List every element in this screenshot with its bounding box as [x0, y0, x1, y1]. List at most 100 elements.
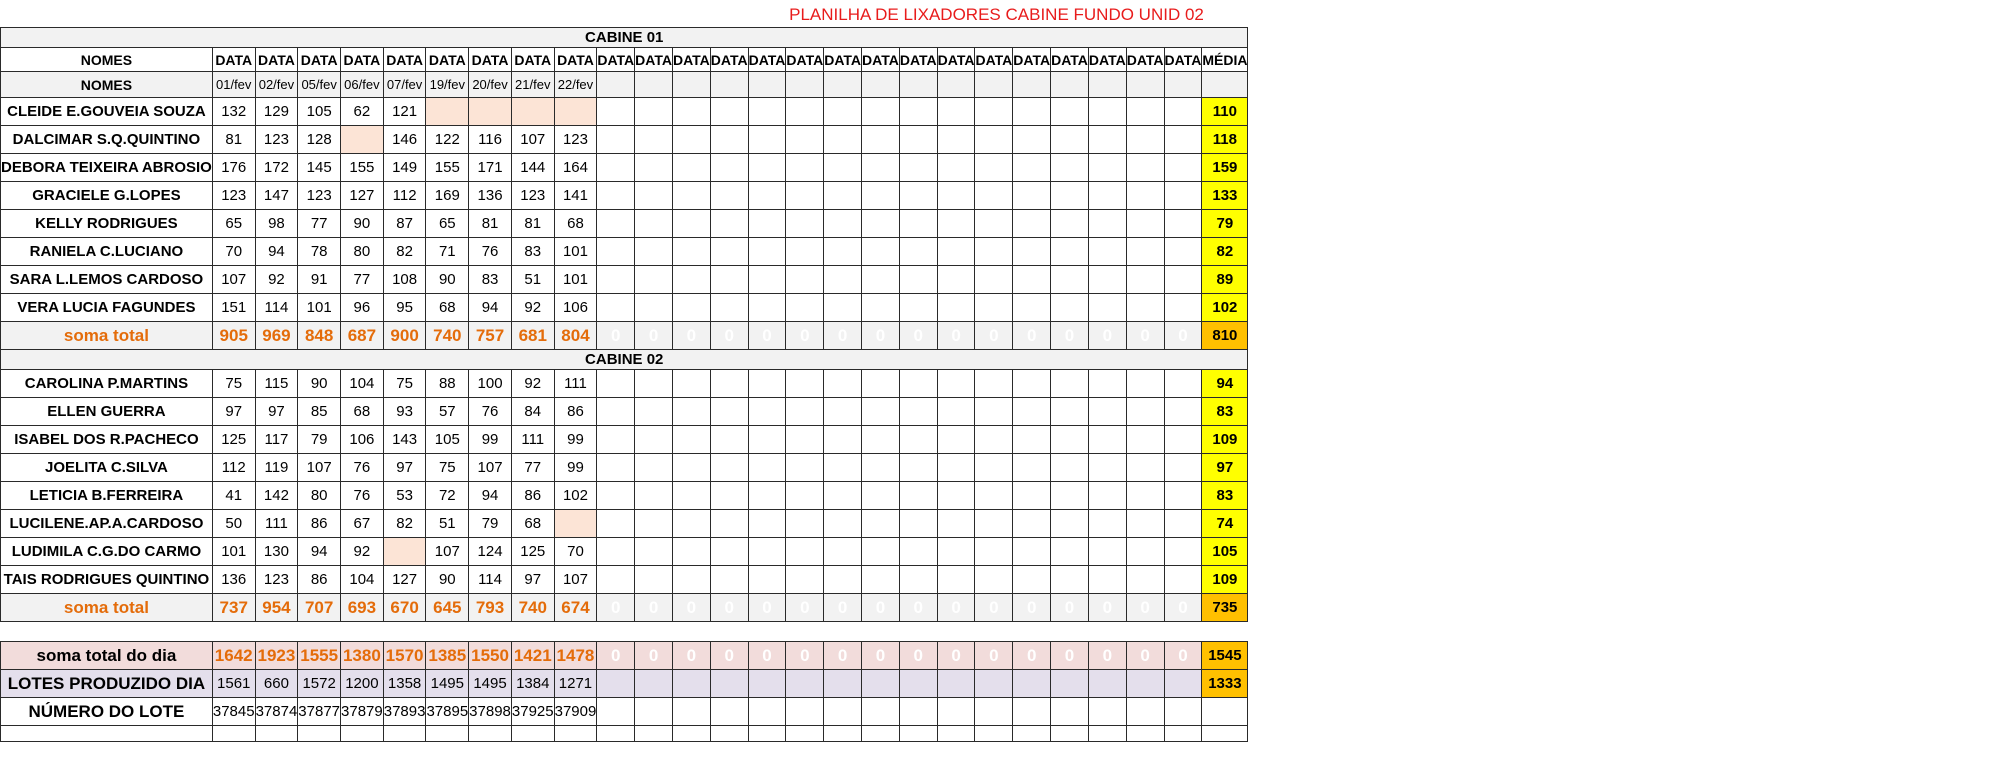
- value-cell[interactable]: 155: [425, 153, 470, 182]
- empty-cell[interactable]: [1012, 209, 1052, 238]
- value-cell[interactable]: 112: [211, 453, 256, 482]
- employee-name[interactable]: RANIELA C.LUCIANO: [0, 237, 213, 266]
- average-cell[interactable]: 83: [1201, 481, 1249, 510]
- day-total-zero-cell[interactable]: 0: [898, 641, 938, 670]
- lotes-cell[interactable]: 1200: [340, 669, 384, 698]
- data-header[interactable]: DATA: [785, 47, 825, 72]
- value-cell[interactable]: 65: [425, 209, 470, 238]
- value-cell[interactable]: 81: [211, 125, 256, 154]
- value-cell[interactable]: 53: [382, 481, 427, 510]
- empty-cell[interactable]: [974, 697, 1014, 726]
- value-cell[interactable]: 102: [553, 481, 598, 510]
- total-cell[interactable]: 687: [340, 321, 384, 350]
- value-cell[interactable]: 85: [297, 397, 342, 426]
- empty-cell[interactable]: [634, 293, 673, 322]
- employee-name[interactable]: GRACIELE G.LOPES: [0, 181, 213, 210]
- total-cell[interactable]: 969: [254, 321, 299, 350]
- empty-cell[interactable]: [1125, 125, 1165, 154]
- value-cell[interactable]: 84: [510, 397, 555, 426]
- value-cell[interactable]: 65: [211, 209, 256, 238]
- empty-cell[interactable]: [861, 125, 900, 154]
- numero-lote-cell[interactable]: 37845: [211, 697, 256, 726]
- value-cell[interactable]: 124: [468, 537, 512, 566]
- empty-cell[interactable]: [596, 453, 636, 482]
- empty-cell[interactable]: [936, 209, 976, 238]
- value-cell[interactable]: 143: [382, 425, 427, 454]
- day-total-zero-cell[interactable]: 0: [747, 641, 787, 670]
- value-cell[interactable]: 62: [340, 97, 384, 126]
- empty-cell[interactable]: [671, 369, 711, 398]
- value-cell[interactable]: 142: [254, 481, 299, 510]
- empty-cell[interactable]: [1050, 293, 1089, 322]
- empty-cell[interactable]: [785, 697, 825, 726]
- empty-cell[interactable]: [634, 97, 673, 126]
- empty-cell[interactable]: [1087, 153, 1127, 182]
- empty-cell[interactable]: [1163, 397, 1203, 426]
- date-cell[interactable]: [936, 71, 976, 98]
- value-cell[interactable]: 83: [510, 237, 555, 266]
- empty-cell[interactable]: [596, 125, 636, 154]
- empty-cell[interactable]: [861, 725, 900, 742]
- employee-name[interactable]: LUDIMILA C.G.DO CARMO: [0, 537, 213, 566]
- empty-cell[interactable]: [747, 397, 787, 426]
- empty-cell[interactable]: [974, 369, 1014, 398]
- value-cell[interactable]: 51: [425, 509, 470, 538]
- empty-cell[interactable]: [898, 537, 938, 566]
- value-cell[interactable]: 107: [297, 453, 342, 482]
- total-zero-cell[interactable]: 0: [1012, 593, 1052, 622]
- empty-cell[interactable]: [1125, 97, 1165, 126]
- total-zero-cell[interactable]: 0: [898, 321, 938, 350]
- empty-cell[interactable]: [974, 397, 1014, 426]
- empty-cell[interactable]: [823, 153, 863, 182]
- empty-cell[interactable]: [1050, 725, 1089, 742]
- empty-cell[interactable]: [1125, 397, 1165, 426]
- average-cell[interactable]: 97: [1201, 453, 1249, 482]
- empty-cell[interactable]: [936, 97, 976, 126]
- empty-cell[interactable]: [1125, 153, 1165, 182]
- value-cell[interactable]: 79: [297, 425, 342, 454]
- empty-cell[interactable]: [1125, 669, 1165, 698]
- value-cell[interactable]: 86: [297, 509, 342, 538]
- empty-cell[interactable]: [596, 565, 636, 594]
- empty-cell[interactable]: [974, 153, 1014, 182]
- empty-cell[interactable]: [936, 293, 976, 322]
- lotes-cell[interactable]: 1572: [297, 669, 342, 698]
- day-total-zero-cell[interactable]: 0: [861, 641, 900, 670]
- value-cell[interactable]: 112: [382, 181, 427, 210]
- empty-cell[interactable]: [1012, 181, 1052, 210]
- average-cell[interactable]: 94: [1201, 369, 1249, 398]
- empty-cell[interactable]: [898, 697, 938, 726]
- empty-cell[interactable]: [974, 293, 1014, 322]
- lotes-cell[interactable]: 1384: [510, 669, 555, 698]
- value-cell[interactable]: 72: [425, 481, 470, 510]
- empty-cell[interactable]: [1125, 293, 1165, 322]
- numero-lote-cell[interactable]: 37893: [382, 697, 427, 726]
- empty-cell[interactable]: [1050, 265, 1089, 294]
- total-zero-cell[interactable]: 0: [634, 321, 673, 350]
- data-header[interactable]: DATA: [747, 47, 787, 72]
- value-cell[interactable]: 111: [553, 369, 598, 398]
- empty-cell[interactable]: [747, 697, 787, 726]
- day-total-cell[interactable]: 1642: [211, 641, 256, 670]
- value-cell[interactable]: 78: [297, 237, 342, 266]
- empty-cell[interactable]: [823, 209, 863, 238]
- data-header[interactable]: DATA: [553, 47, 598, 72]
- value-cell[interactable]: 71: [425, 237, 470, 266]
- value-cell[interactable]: 81: [468, 209, 512, 238]
- total-zero-cell[interactable]: 0: [1125, 321, 1165, 350]
- employee-name[interactable]: DALCIMAR S.Q.QUINTINO: [0, 125, 213, 154]
- day-total-zero-cell[interactable]: 0: [936, 641, 976, 670]
- empty-cell[interactable]: [936, 397, 976, 426]
- empty-cell[interactable]: [861, 237, 900, 266]
- empty-cell[interactable]: [936, 697, 976, 726]
- empty-cell[interactable]: [747, 293, 787, 322]
- total-zero-cell[interactable]: 0: [671, 593, 711, 622]
- empty-cell[interactable]: [785, 453, 825, 482]
- total-zero-cell[interactable]: 0: [1125, 593, 1165, 622]
- value-cell[interactable]: 97: [254, 397, 299, 426]
- value-cell[interactable]: 151: [211, 293, 256, 322]
- value-cell[interactable]: 68: [510, 509, 555, 538]
- empty-cell[interactable]: [823, 565, 863, 594]
- value-cell[interactable]: 98: [254, 209, 299, 238]
- value-cell[interactable]: 77: [297, 209, 342, 238]
